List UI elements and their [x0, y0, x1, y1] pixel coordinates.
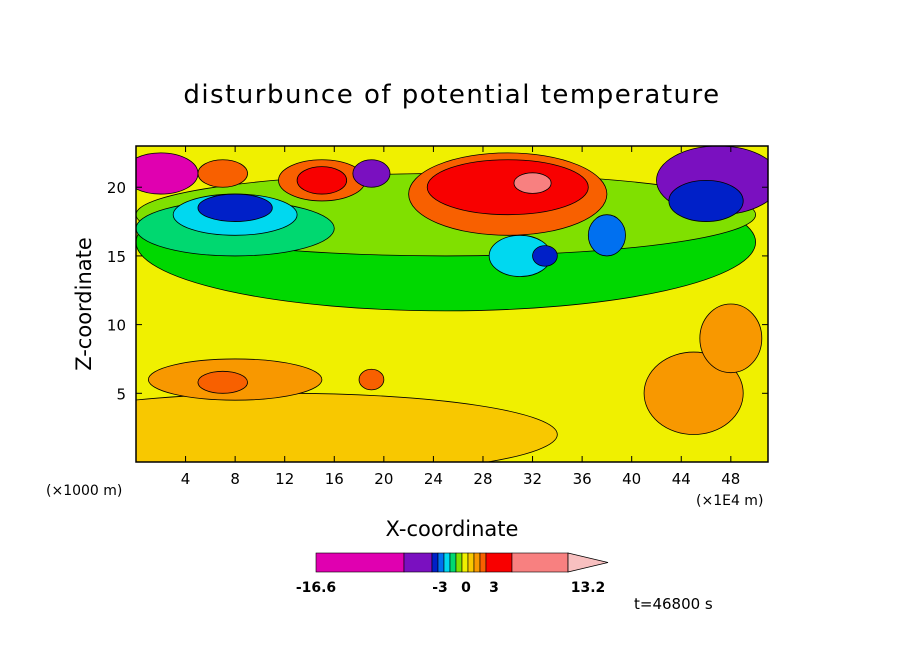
x-tick-label: 4 [181, 470, 191, 488]
colorbar-label: -16.6 [296, 580, 336, 596]
contour-region [197, 370, 248, 394]
x-tick-label: 8 [230, 470, 240, 488]
colorbar-arrow [567, 552, 609, 573]
colorbar-label: 0 [461, 580, 471, 596]
plot-frame [135, 145, 769, 463]
x-unit-right: (×1E4 m) [696, 493, 763, 509]
y-axis-label: Z-coordinate [72, 237, 96, 371]
contour-region [197, 159, 248, 188]
colorbar-segment [437, 552, 445, 573]
x-axis-label: X-coordinate [386, 517, 519, 541]
time-annotation: t=46800 s [634, 595, 713, 613]
colorbar-segment [455, 552, 463, 573]
contour-region [513, 172, 552, 194]
plot-area [136, 146, 768, 462]
colorbar-segment [467, 552, 475, 573]
colorbar-segment [443, 552, 451, 573]
x-tick-label: 20 [374, 470, 393, 488]
x-unit-left: (×1000 m) [46, 483, 122, 499]
colorbar-segment [461, 552, 469, 573]
colorbar-labels: -16.6 -3 0 3 13.2 [296, 580, 605, 596]
x-tick-label: 12 [275, 470, 294, 488]
colorbar-label: 3 [489, 580, 499, 596]
colorbar [315, 552, 609, 573]
contour-region [197, 193, 273, 222]
x-tick-label: 32 [523, 470, 542, 488]
contour-region [426, 159, 589, 216]
contour-region [136, 152, 199, 195]
colorbar-segment [315, 552, 405, 573]
colorbar-segment [473, 552, 481, 573]
y-tick-label: 20 [107, 179, 126, 197]
y-axis: 5 10 15 20 [107, 179, 768, 403]
contour-region [296, 166, 348, 195]
contour-region [643, 351, 744, 435]
colorbar-segment [403, 552, 433, 573]
x-tick-label: 36 [573, 470, 592, 488]
x-tick-label: 48 [721, 470, 740, 488]
colorbar-segment [511, 552, 569, 573]
contour-region [587, 214, 626, 257]
x-tick-label: 28 [473, 470, 492, 488]
colorbar-segment [485, 552, 513, 573]
colorbar-segment [449, 552, 457, 573]
colorbar-segment [431, 552, 439, 573]
x-tick-label: 24 [424, 470, 443, 488]
y-tick-label: 10 [107, 317, 126, 335]
chart-title: disturbunce of potential temperature [183, 80, 720, 110]
y-tick-label: 5 [116, 385, 126, 403]
colorbar-segment [479, 552, 487, 573]
contour-region [699, 303, 763, 374]
x-axis: 4 8 12 16 20 24 28 32 36 40 44 48 [181, 146, 740, 488]
x-tick-label: 16 [325, 470, 344, 488]
contour-region [668, 179, 744, 222]
colorbar-label: -3 [432, 580, 448, 596]
contour-region [136, 392, 558, 462]
contour-region [352, 159, 391, 188]
x-tick-label: 44 [672, 470, 691, 488]
contour-region [532, 245, 558, 267]
contour-region [358, 368, 385, 391]
colorbar-label: 13.2 [571, 580, 606, 596]
y-tick-label: 15 [107, 248, 126, 266]
x-tick-label: 40 [622, 470, 641, 488]
